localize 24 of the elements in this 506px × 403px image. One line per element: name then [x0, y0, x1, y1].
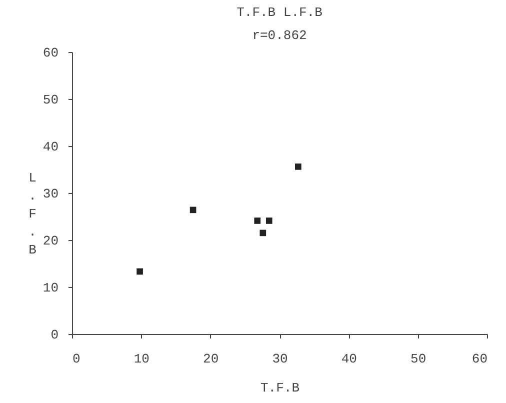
- y-tick-label: 10: [42, 280, 58, 296]
- y-tick-label: 0: [50, 328, 58, 342]
- text: r=0.862: [252, 28, 307, 43]
- point: [295, 164, 302, 170]
- x-tick-label: 40: [341, 352, 357, 366]
- point: [260, 230, 266, 236]
- x-axis-title: T.F.B: [260, 380, 300, 396]
- x-tick-label: 60: [472, 352, 488, 366]
- point: [190, 206, 196, 214]
- x-tick-label: 30: [272, 352, 288, 366]
- x-tick-label: 10: [134, 352, 150, 366]
- x-tick-label: 20: [203, 352, 219, 366]
- y-axis-title: L.F.B: [28, 170, 37, 258]
- y-tick-label: 30: [42, 186, 58, 202]
- y-tick-label: 60: [42, 46, 58, 60]
- point: [266, 218, 272, 224]
- y-tick-label: 40: [42, 140, 58, 154]
- y-tick-label: 50: [42, 92, 58, 108]
- chart-title: T.F.B L.F.B: [236, 5, 323, 20]
- x-tick-label: 50: [410, 352, 426, 366]
- y-tick-label: 20: [42, 234, 58, 248]
- point: [254, 218, 261, 224]
- point: [136, 268, 143, 275]
- x-tick-label: 0: [72, 352, 80, 366]
